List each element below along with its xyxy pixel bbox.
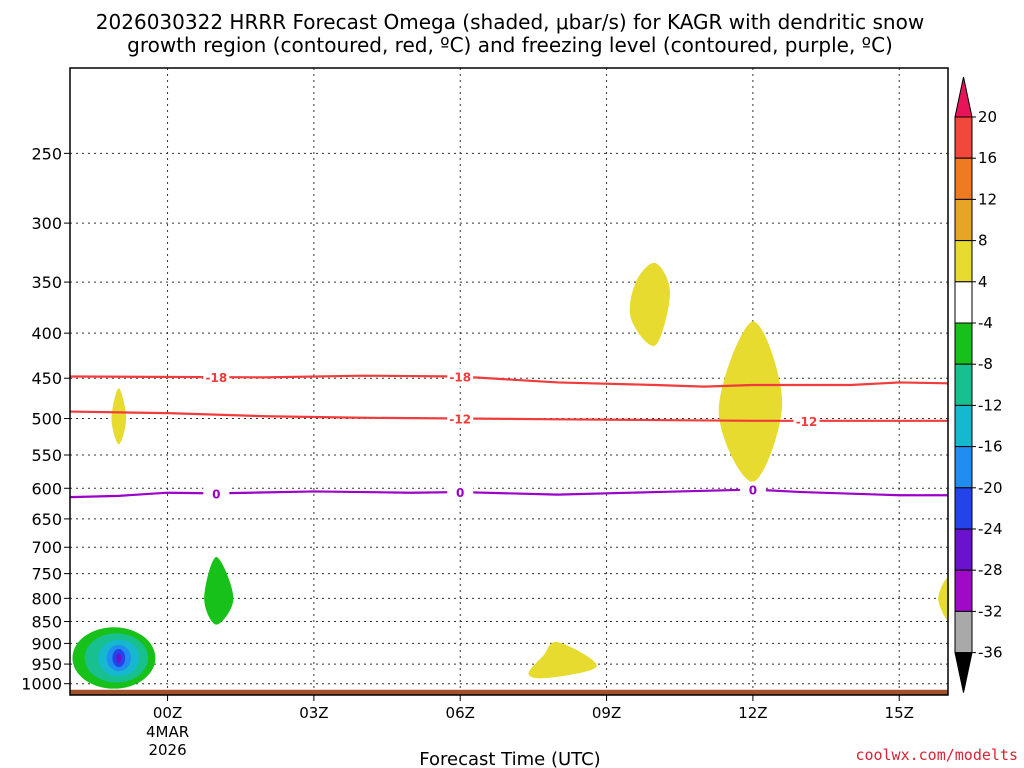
colorbar-label--16: -16 — [978, 438, 1003, 456]
x-axis-label: Forecast Time (UTC) — [419, 749, 600, 768]
colorbar-segment-13 — [954, 610, 973, 654]
y-tick-label-950: 950 — [31, 655, 62, 674]
y-tick-label-700: 700 — [31, 538, 62, 557]
colorbar-label-12: 12 — [978, 190, 997, 208]
dgz-minus12-label-0: -12 — [449, 413, 471, 427]
colorbar-segment-9 — [954, 446, 973, 489]
colorbar-segment-6 — [954, 322, 973, 365]
dgz-minus18-line — [69, 374, 949, 388]
y-tick-label-250: 250 — [31, 144, 62, 163]
x-tick-label-09Z: 09Z — [592, 704, 621, 722]
colorbar-segment-4 — [954, 240, 973, 283]
colorbar-label-20: 20 — [978, 108, 997, 126]
contour-lines: -18 -18 -12 -12 0 0 0 — [69, 368, 949, 501]
credit-link[interactable]: coolwx.com/modelts — [855, 746, 1018, 764]
y-tick-label-650: 650 — [31, 510, 62, 529]
colorbar-label--12: -12 — [978, 396, 1003, 414]
y-tick-label-550: 550 — [31, 446, 62, 465]
x-tick-label-15Z: 15Z — [885, 704, 914, 722]
x-date-month: 4MAR — [146, 723, 189, 741]
colorbar-label--20: -20 — [978, 479, 1003, 497]
colorbar-segment-1 — [954, 116, 973, 159]
colorbar-segment-2 — [954, 157, 973, 200]
dgz-minus18-label-bg-0 — [203, 369, 230, 385]
colorbar-label--32: -32 — [978, 602, 1003, 620]
colorbar-top-arrow — [954, 76, 973, 118]
freezing-level-label-1: 0 — [456, 486, 464, 500]
y-tick-label-400: 400 — [31, 324, 62, 343]
x-tick-label-12Z: 12Z — [738, 704, 767, 722]
colorbar-label--28: -28 — [978, 561, 1003, 579]
x-date-year: 2026 — [148, 741, 186, 759]
y-axis-ticks: 250 300 350 400 450 500 550 600 650 700 750 800 850 9… — [21, 144, 70, 694]
omega-shading — [72, 262, 950, 689]
freezing-level-label-bg-1 — [447, 484, 474, 500]
omega-pos-800hpa-late — [938, 578, 950, 620]
dgz-minus18-label-1: -18 — [449, 371, 471, 385]
colorbar-bottom-arrow — [954, 652, 973, 693]
colorbar-segment-5 — [954, 281, 973, 324]
colorbar-segment-11 — [954, 528, 973, 571]
plot-frame — [69, 67, 949, 696]
freezing-level-label-bg-2 — [739, 481, 766, 497]
x-tick-label-06Z: 06Z — [446, 704, 475, 722]
x-tick-label-00Z: 00Z — [153, 704, 182, 722]
omega-neg-800hpa — [204, 556, 234, 625]
freezing-level-label-2: 0 — [749, 484, 757, 498]
chart-title-line-1: 2026030322 HRRR Forecast Omega (shaded, … — [96, 10, 924, 34]
y-tick-label-1000: 1000 — [21, 675, 62, 694]
chart-title-line-2: growth region (contoured, red, ºC) and f… — [127, 33, 893, 57]
y-tick-label-350: 350 — [31, 273, 62, 292]
y-tick-label-450: 450 — [31, 369, 62, 388]
freezing-level-label-bg-0 — [203, 485, 230, 501]
grid-lines — [70, 68, 948, 695]
y-tick-label-500: 500 — [31, 410, 62, 429]
colorbar: 20 16 12 8 4 -4 -8 -12 -16 -20 -24 -28 -32 -36 — [954, 76, 1003, 693]
dgz-minus18-label-0: -18 — [205, 371, 227, 385]
y-tick-label-600: 600 — [31, 479, 62, 498]
omega-pos-950hpa — [528, 641, 597, 679]
colorbar-label-4: 4 — [978, 273, 988, 291]
dgz-minus18-label-bg-1 — [447, 368, 474, 384]
colorbar-label-16: 16 — [978, 149, 997, 167]
colorbar-segment-7 — [954, 363, 973, 406]
y-tick-label-800: 800 — [31, 589, 62, 608]
y-tick-label-900: 900 — [31, 634, 62, 653]
dgz-minus12-label-bg-0 — [447, 410, 474, 426]
colorbar-segment-10 — [954, 487, 973, 530]
dgz-minus12-label-bg-1 — [793, 412, 820, 428]
omega-pos-500hpa — [718, 321, 783, 482]
plot-area — [70, 68, 948, 695]
x-tick-label-03Z: 03Z — [299, 704, 328, 722]
ground-strip — [70, 689, 948, 695]
y-tick-label-750: 750 — [31, 565, 62, 584]
freezing-level-label-0: 0 — [212, 487, 220, 501]
colorbar-label--4: -4 — [978, 314, 993, 332]
colorbar-segment-8 — [954, 404, 973, 448]
y-tick-label-850: 850 — [31, 613, 62, 632]
omega-core-ring-28 — [116, 653, 122, 663]
colorbar-label-8: 8 — [978, 232, 988, 250]
colorbar-segment-3 — [954, 198, 973, 242]
colorbar-label--36: -36 — [978, 644, 1003, 662]
omega-pos-350hpa — [629, 262, 670, 346]
colorbar-label--8: -8 — [978, 355, 993, 373]
omega-pos-470hpa-early — [111, 388, 127, 445]
colorbar-segment-12 — [954, 569, 973, 612]
colorbar-label--24: -24 — [978, 520, 1003, 538]
dgz-minus12-label-1: -12 — [796, 415, 818, 429]
y-tick-label-300: 300 — [31, 214, 62, 233]
x-axis-ticks: 00Z 03Z 06Z 09Z 12Z 15Z — [153, 695, 914, 722]
